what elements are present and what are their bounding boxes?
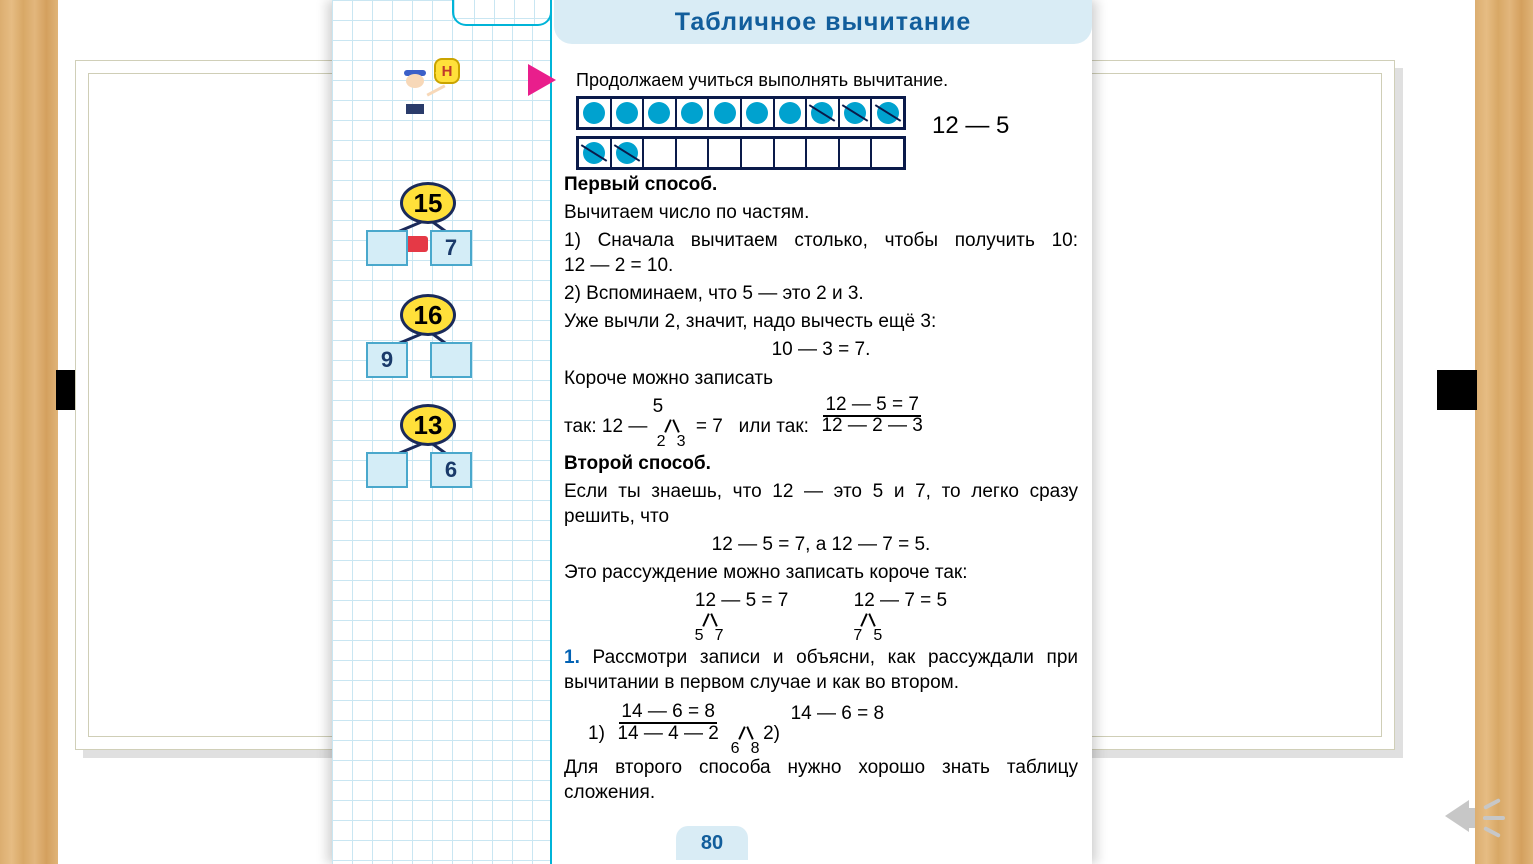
m2-short-intro: Это рассуждение можно записать короче та… [564,560,1078,585]
tenframe-cell [612,139,645,167]
task-ex1-label: 1) [588,723,605,744]
bond-right-box[interactable] [430,342,472,378]
nav-tab-next[interactable] [1437,370,1477,410]
page-title: Табличное вычитание [675,8,971,37]
tenframe-cell [709,139,742,167]
tenframe-cell [709,99,742,127]
intro-text: Продолжаем учиться выполнять вычитание. [576,70,948,91]
m1-so-prefix: так: 12 — [564,415,653,436]
method2-title: Второй способ. [564,451,1078,476]
speaker-icon[interactable] [1445,790,1515,846]
tenframe-cell [612,99,645,127]
m2-tree1-expr: 12 — 5 = 7 [695,590,788,611]
bond-right-box[interactable]: 7 [430,230,472,266]
m1-so-split-num: 5 [653,396,664,417]
footer-text: Для второго способа нужно хорошо знать т… [564,755,1078,805]
split-mini-1: 23 [653,419,691,445]
method1-title: Первый способ. [564,172,1078,197]
tenframe-cell [775,99,808,127]
m2-line1: Если ты знаешь, что 12 — это 5 и 7, то л… [564,479,1078,529]
m2-tree2-expr: 12 — 7 = 5 [854,590,947,611]
m2-trees: 12 — 5 = 7 57 12 — 7 = 5 75 [564,588,1078,639]
tenframe-cell [840,139,873,167]
top-expression: 12 — 5 [932,112,1009,140]
page-title-banner: Табличное вычитание [554,0,1092,44]
bond-right-box[interactable]: 6 [430,452,472,488]
textbook-page: Н 157169136 Табличное вычитание Продолжа… [332,0,1092,864]
m1-eq: 10 — 3 = 7. [564,337,1078,362]
tenframe-cell [644,139,677,167]
m1-line2: 1) Сначала вычитаем столько, чтобы получ… [564,228,1078,278]
task-examples: 1) 14 — 6 = 814 — 4 — 2 2) 14 — 6 = 8 68 [564,701,1078,752]
task-number: 1. [564,647,580,668]
number-bond: 157 [356,182,496,272]
tenframe-cell [840,99,873,127]
m1-line3: 2) Вспоминаем, что 5 — это 2 и 3. [564,281,1078,306]
bond-left-box[interactable]: 9 [366,342,408,378]
tenframe-cell [579,139,612,167]
pointer-triangle-icon [528,64,556,96]
tenframe-cell [807,99,840,127]
task-ex2-expr: 14 — 6 = 8 [791,703,884,724]
tenframe-cell [677,139,710,167]
speech-bubble: Н [434,58,460,84]
bond-left-box[interactable] [366,452,408,488]
bond-top: 15 [400,182,456,224]
tenframe-row-2 [576,136,906,170]
m1-frac: 12 — 5 = 712 — 2 — 3 [819,394,924,438]
m1-short: Короче можно записать [564,366,1078,391]
task-ex1-frac: 14 — 6 = 814 — 4 — 2 [615,701,720,745]
page-number: 80 [701,832,723,855]
bond-left-box[interactable] [366,230,408,266]
tenframe-cell [579,99,612,127]
task-ex2-split: 68 [727,726,765,752]
bubble-letter: Н [442,63,453,80]
tenframe-cell [807,139,840,167]
wood-strip-left [0,0,58,864]
wood-strip-right [1475,0,1533,864]
m2-tree1-split: 57 [691,613,729,639]
number-bond: 136 [356,404,496,494]
page-number-badge: 80 [676,826,748,860]
tenframe-cell [677,99,710,127]
number-bond: 169 [356,294,496,384]
tenframe-cell [644,99,677,127]
tenframe-cell [872,139,903,167]
body-text: Первый способ. Вычитаем число по частям.… [564,172,1078,809]
m1-so-line: так: 12 — 523 = 7 или так: 12 — 5 = 712 … [564,394,1078,445]
grid-tab [452,0,552,26]
task-block: 1. Рассмотри записи и объясни, как рассу… [564,645,1078,695]
tenframe-cell [872,99,903,127]
m2-eq: 12 — 5 = 7, а 12 — 7 = 5. [564,532,1078,557]
m1-line1: Вычитаем число по частям. [564,200,1078,225]
task-text: Рассмотри записи и объясни, как рассужда… [564,647,1078,693]
bond-top: 16 [400,294,456,336]
task-ex2-label: 2) [763,723,780,744]
m1-line4: Уже вычли 2, значит, надо вычесть ещё 3: [564,309,1078,334]
bond-top: 13 [400,404,456,446]
m2-tree2-split: 75 [849,613,887,639]
tenframe-row-1 [576,96,906,130]
m1-so-eq: = 7 или так: [691,415,820,436]
tenframe-cell [775,139,808,167]
tenframe-cell [742,99,775,127]
tenframe-cell [742,139,775,167]
